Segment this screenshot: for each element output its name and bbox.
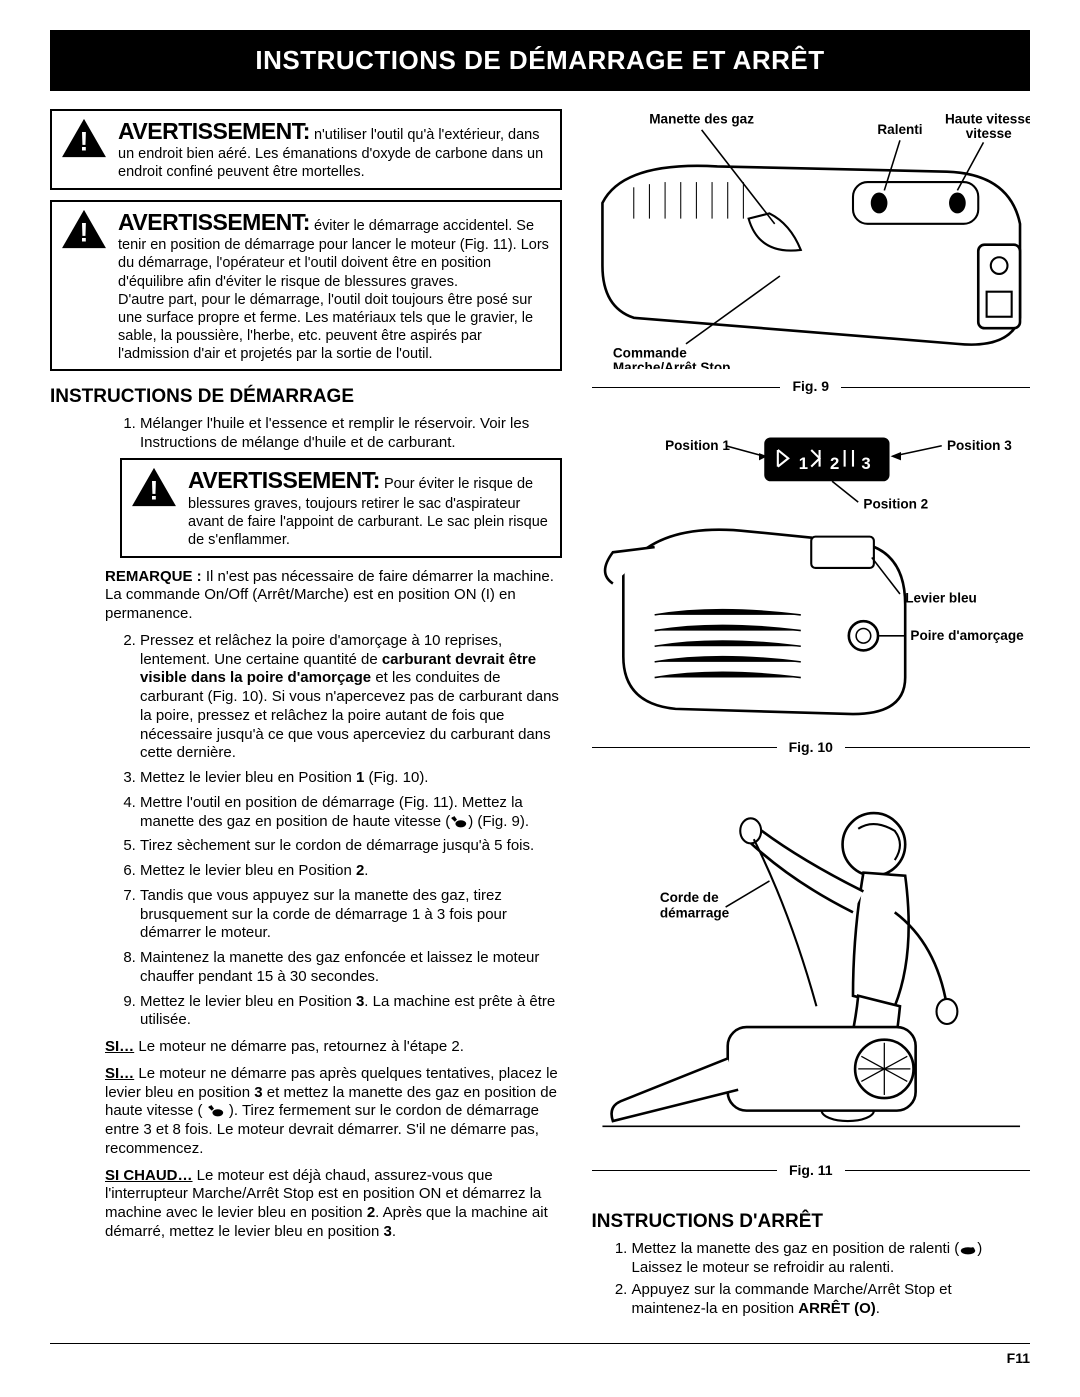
section-heading-stop: INSTRUCTIONS D'ARRÊT — [592, 1210, 1030, 1234]
stop-steps: Mettez la manette des gaz en position de… — [592, 1240, 1030, 1319]
si-block-3: SI CHAUD… Le moteur est déjà chaud, assu… — [50, 1167, 562, 1242]
step-4: Mettre l'outil en position de démarrage … — [140, 794, 562, 832]
svg-text:!: ! — [80, 126, 89, 156]
step-8: Maintenez la manette des gaz enfoncée et… — [140, 949, 562, 987]
page-number: F11 — [50, 1343, 1030, 1368]
svg-text:Levier bleu: Levier bleu — [905, 590, 977, 605]
svg-text:Poire d'amorçage: Poire d'amorçage — [910, 628, 1024, 643]
step-7: Tandis que vous appuyez sur la manette d… — [140, 887, 562, 943]
svg-text:Position 1: Position 1 — [665, 438, 730, 453]
si-block-2: SI… Le moteur ne démarre pas après quelq… — [50, 1065, 562, 1159]
warning-3-text: AVERTISSEMENT: Pour éviter le risque de … — [188, 466, 552, 549]
figure-9-diagram: Manette des gaz Ralenti Haute vitesse vi… — [592, 109, 1030, 370]
figure-11-caption: Fig. 11 — [592, 1170, 1030, 1190]
figure-9-caption: Fig. 9 — [592, 387, 1030, 407]
svg-text:vitesse: vitesse — [965, 126, 1011, 141]
svg-text:Position 2: Position 2 — [863, 496, 928, 511]
start-steps: Mélanger l'huile et l'essence et remplir… — [50, 415, 562, 453]
stop-step-1: Mettez la manette des gaz en position de… — [632, 1240, 1030, 1278]
svg-text:Ralenti: Ralenti — [877, 122, 922, 137]
svg-text:Haute vitesse: Haute vitesse — [945, 111, 1030, 126]
figure-10-diagram: 1 2 3 Position 1 Position 3 Position 2 — [592, 427, 1030, 730]
remark-note: REMARQUE : Il n'est pas nécessaire de fa… — [50, 568, 562, 624]
section-heading-start: INSTRUCTIONS DE DÉMARRAGE — [50, 385, 562, 409]
stop-step-2: Appuyez sur la commande Marche/Arrêt Sto… — [632, 1281, 1030, 1319]
warning-box-1: ! AVERTISSEMENT: n'utiliser l'outil qu'à… — [50, 109, 562, 190]
svg-text:!: ! — [150, 476, 159, 506]
warning-box-3: ! AVERTISSEMENT: Pour éviter le risque d… — [120, 458, 562, 557]
svg-text:!: ! — [80, 217, 89, 247]
main-columns: ! AVERTISSEMENT: n'utiliser l'outil qu'à… — [50, 109, 1030, 1323]
page-title-bar: INSTRUCTIONS DE DÉMARRAGE ET ARRÊT — [50, 30, 1030, 91]
svg-text:Position 3: Position 3 — [946, 438, 1011, 453]
warning-icon: ! — [130, 466, 178, 508]
step-1: Mélanger l'huile et l'essence et remplir… — [140, 415, 562, 453]
step-3: Mettez le levier bleu en Position 1 (Fig… — [140, 769, 562, 788]
svg-text:3: 3 — [861, 454, 870, 473]
svg-text:Marche/Arrêt Stop: Marche/Arrêt Stop — [612, 360, 730, 370]
step-5: Tirez sèchement sur le cordon de démarra… — [140, 837, 562, 856]
left-column: ! AVERTISSEMENT: n'utiliser l'outil qu'à… — [50, 109, 562, 1323]
svg-text:démarrage: démarrage — [659, 906, 729, 921]
svg-text:1: 1 — [798, 454, 807, 473]
svg-text:2: 2 — [830, 454, 839, 473]
step-9: Mettez le levier bleu en Position 3. La … — [140, 993, 562, 1031]
si-block-1: SI… Le moteur ne démarre pas, retournez … — [50, 1038, 562, 1057]
svg-text:Manette des gaz: Manette des gaz — [649, 111, 754, 126]
step-2: Pressez et relâchez la poire d'amorçage … — [140, 632, 562, 763]
warning-2-text: AVERTISSEMENT: éviter le démarrage accid… — [118, 208, 552, 364]
warning-icon: ! — [60, 208, 108, 250]
right-column: Manette des gaz Ralenti Haute vitesse vi… — [592, 109, 1030, 1323]
warning-box-2: ! AVERTISSEMENT: éviter le démarrage acc… — [50, 200, 562, 372]
figure-10-caption: Fig. 10 — [592, 747, 1030, 767]
start-steps-cont: Pressez et relâchez la poire d'amorçage … — [50, 632, 562, 1030]
step-6: Mettez le levier bleu en Position 2. — [140, 862, 562, 881]
svg-text:Commande: Commande — [612, 345, 686, 360]
figure-11-diagram: Corde de démarrage — [592, 787, 1030, 1152]
svg-text:Corde de: Corde de — [659, 890, 718, 905]
warning-1-text: AVERTISSEMENT: n'utiliser l'outil qu'à l… — [118, 117, 552, 182]
warning-icon: ! — [60, 117, 108, 159]
